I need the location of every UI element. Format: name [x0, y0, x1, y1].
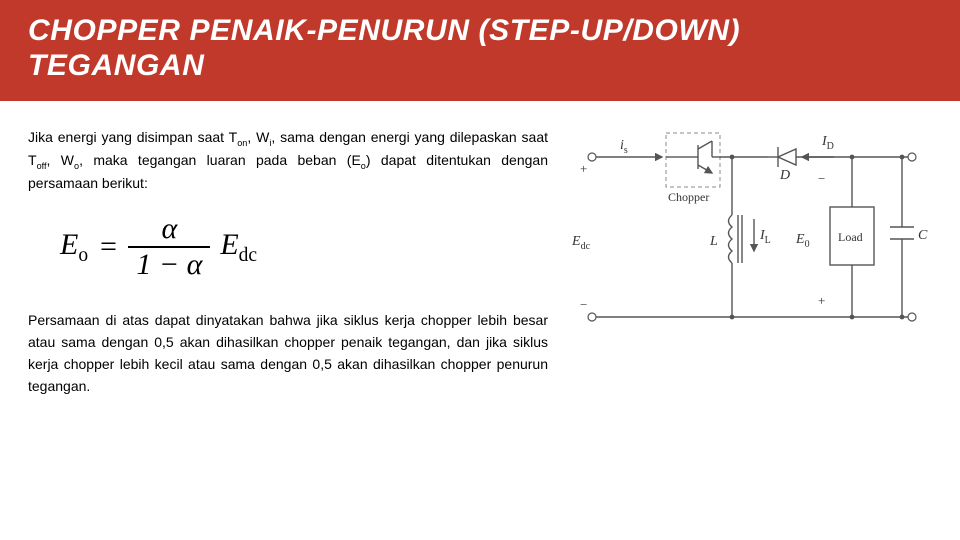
circuit-svg: + − Edc is Chopper [572, 127, 932, 347]
label-plus-load: + [818, 293, 825, 308]
title-line-1: CHOPPER PENAIK-PENURUN (STEP-UP/DOWN) [28, 14, 740, 47]
label-minus-load: − [818, 171, 825, 186]
label-id: ID [821, 134, 834, 152]
label-plus-left: + [580, 161, 587, 176]
label-il: IL [759, 228, 771, 246]
label-chopper: Chopper [668, 190, 709, 204]
label-edc: Edc [572, 234, 591, 252]
paragraph-2: Persamaan di atas dapat dinyatakan bahwa… [28, 310, 548, 397]
terminal-bottom-right [908, 313, 916, 321]
content-area: Jika energi yang disimpan saat Ton, Wi, … [0, 101, 960, 435]
terminal-top-right [908, 153, 916, 161]
eq-lhs: Eo [60, 228, 88, 267]
eq-numerator: α [153, 212, 185, 246]
eq-rhs: Edc [220, 228, 257, 267]
label-e0: E0 [795, 232, 810, 250]
page-title: CHOPPER PENAIK-PENURUN (STEP-UP/DOWN) TE… [28, 14, 932, 83]
title-line-2: TEGANGAN [28, 49, 204, 82]
eq-fraction: α 1 − α [128, 212, 210, 282]
diode-symbol [768, 147, 834, 167]
eq-equals: = [98, 230, 118, 264]
inductor-symbol [729, 215, 743, 263]
text-column: Jika energi yang disimpan saat Ton, Wi, … [28, 127, 548, 415]
terminal-top-left [588, 153, 596, 161]
label-load: Load [838, 230, 863, 244]
label-diode: D [779, 168, 790, 183]
label-is: is [620, 138, 628, 156]
label-minus-left: − [580, 297, 587, 312]
eq-denominator: 1 − α [128, 248, 210, 282]
paragraph-1: Jika energi yang disimpan saat Ton, Wi, … [28, 127, 548, 194]
terminal-bottom-left [588, 313, 596, 321]
label-L: L [709, 234, 718, 249]
title-banner: CHOPPER PENAIK-PENURUN (STEP-UP/DOWN) TE… [0, 0, 960, 101]
label-C: C [918, 228, 928, 243]
circuit-diagram: + − Edc is Chopper [572, 127, 932, 415]
equation-eo: Eo = α 1 − α Edc [60, 212, 548, 282]
